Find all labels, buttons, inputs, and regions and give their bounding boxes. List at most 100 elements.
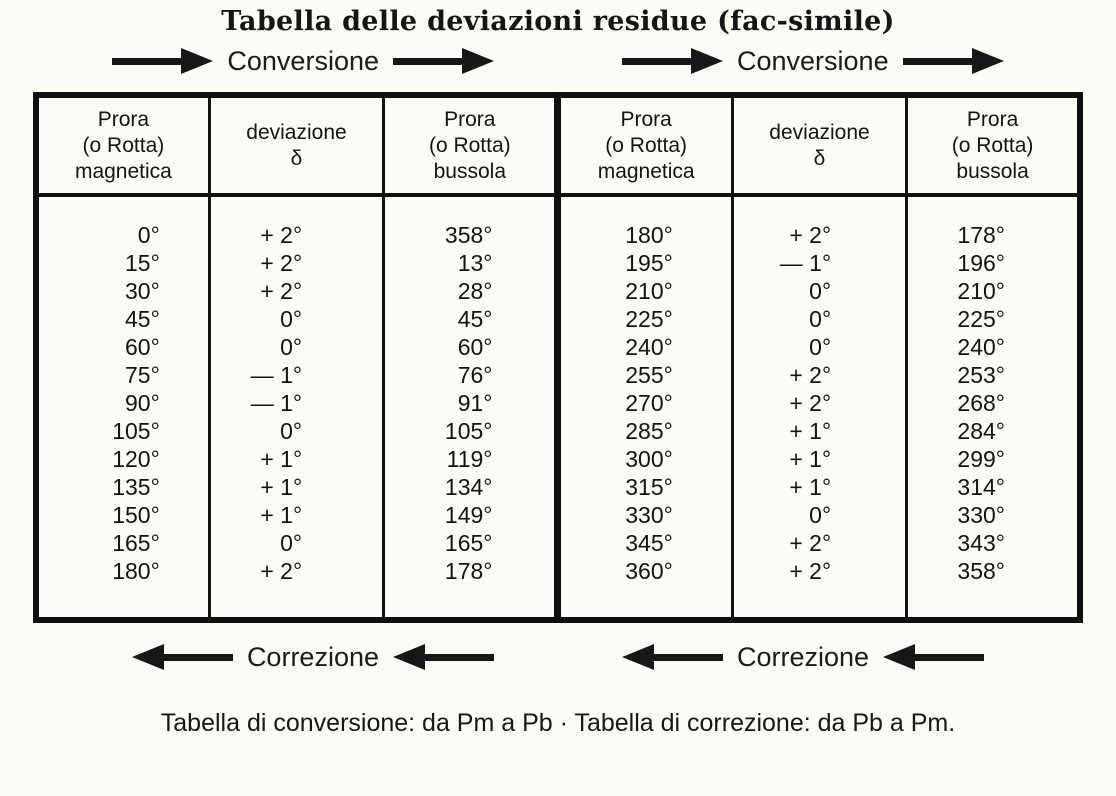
cell-deviazione: — 1° [207, 389, 384, 417]
header-line: bussola [433, 159, 506, 183]
arrow-head [691, 48, 723, 74]
cell-prora-bussola: 196° [905, 249, 1080, 277]
cell-deviazione: + 1° [730, 417, 907, 445]
cell-deviazione: — 1° [730, 249, 907, 277]
cell-deviazione: + 1° [730, 445, 907, 473]
cell-deviazione: 0° [730, 305, 907, 333]
cell-prora-bussola: 314° [905, 473, 1080, 501]
table-row: 60° 0° 60° 240° 0° 240° [36, 333, 1080, 361]
cell-prora-bussola: 253° [905, 361, 1080, 389]
cell-prora-magnetica: 90° [125, 390, 160, 416]
cell-deviazione: + 1° [207, 473, 384, 501]
cell-prora-magnetica: 0° [137, 222, 160, 248]
header-line: Prora [444, 107, 496, 131]
table-row: 30° + 2° 28° 210° 0° 210° [36, 277, 1080, 305]
correzione-group-right: Correzione [622, 642, 985, 673]
arrow-head [883, 644, 916, 670]
cell-deviazione: + 1° [207, 501, 384, 529]
table-row: 150° + 1° 149° 330° 0° 330° [36, 501, 1080, 529]
header-line: magnetica [74, 159, 172, 183]
arrow-bar [112, 57, 183, 65]
arrow-head [131, 644, 164, 670]
cell-prora-bussola: 178° [382, 557, 558, 620]
cell-deviazione: + 2° [207, 557, 384, 620]
cell-prora-bussola: 28° [382, 277, 558, 305]
cell-prora-magnetica: 240° [554, 333, 733, 361]
header-row: Prora (o Rotta) magnetica deviazione δ P… [36, 95, 1080, 197]
conversione-group-right: Conversione [622, 46, 1004, 77]
header-prora-bussola: Prora (o Rotta) bussola [905, 95, 1080, 197]
cell-prora-magnetica: 135° [112, 474, 160, 500]
table-row: 105° 0° 105° 285° + 1° 284° [36, 417, 1080, 445]
cell-prora-bussola: 60° [382, 333, 558, 361]
cell-prora-magnetica: 150° [112, 502, 160, 528]
cell-prora-magnetica: 195° [554, 249, 733, 277]
arrow-bar [902, 57, 973, 65]
cell-prora-bussola: 268° [905, 389, 1080, 417]
header-line: deviazione [246, 120, 347, 144]
cell-deviazione: 0° [730, 501, 907, 529]
table-row: 135° + 1° 134° 315° + 1° 314° [36, 473, 1080, 501]
arrow-bar [424, 653, 494, 661]
conversione-label: Conversione [737, 45, 889, 76]
cell-prora-bussola: 149° [382, 501, 558, 529]
conversione-group-left: Conversione [112, 46, 494, 77]
conversione-row: Conversione Conversione [0, 43, 1116, 79]
cell-prora-bussola: 134° [382, 473, 558, 501]
arrow-bar [653, 653, 723, 661]
cell-prora-magnetica: 270° [554, 389, 733, 417]
table-row: 75° — 1° 76° 255° + 2° 253° [36, 361, 1080, 389]
left-arrow-icon [883, 644, 985, 670]
cell-deviazione: + 2° [730, 529, 907, 557]
table-row: 90° — 1° 91° 270° + 2° 268° [36, 389, 1080, 417]
cell-prora-bussola: 299° [905, 445, 1080, 473]
arrow-bar [393, 57, 463, 65]
header-line: deviazione [769, 120, 870, 144]
header-line: (o Rotta) [605, 133, 687, 157]
cell-prora-bussola: 76° [382, 361, 558, 389]
table-row: 15° + 2° 13° 195° — 1° 196° [36, 249, 1080, 277]
cell-prora-bussola: 240° [905, 333, 1080, 361]
header-line: Prora [620, 107, 672, 131]
right-arrow-icon [622, 48, 723, 74]
header-deviazione: deviazione δ [207, 95, 384, 197]
header-line: (o Rotta) [82, 133, 165, 157]
left-arrow-icon [393, 644, 494, 670]
cell-prora-magnetica: 345° [554, 529, 733, 557]
header-line: δ [813, 146, 826, 170]
table-row: 0° + 2° 358° 180° + 2° 178° [36, 195, 1080, 249]
cell-prora-bussola: 330° [905, 501, 1080, 529]
header-line: (o Rotta) [428, 133, 511, 157]
cell-prora-magnetica: 225° [554, 305, 733, 333]
cell-prora-bussola: 210° [905, 277, 1080, 305]
cell-deviazione: + 2° [730, 557, 907, 620]
arrow-head [622, 644, 654, 670]
conversione-label: Conversione [227, 45, 379, 76]
cell-prora-bussola: 165° [382, 529, 558, 557]
header-prora-magnetica: Prora (o Rotta) magnetica [554, 95, 733, 197]
table-row: 180° + 2° 178° 360° + 2° 358° [36, 557, 1080, 620]
cell-deviazione: + 1° [730, 473, 907, 501]
cell-deviazione: + 2° [730, 389, 907, 417]
cell-prora-bussola: 13° [382, 249, 558, 277]
header-line: Prora [97, 107, 150, 131]
header-line: Prora [966, 107, 1019, 131]
cell-prora-magnetica: 45° [125, 306, 160, 332]
cell-deviazione: 0° [730, 277, 907, 305]
cell-prora-bussola: 119° [382, 445, 558, 473]
cell-deviazione: + 2° [207, 195, 384, 249]
cell-prora-magnetica: 75° [125, 362, 160, 388]
header-line: bussola [956, 159, 1029, 183]
cell-deviazione: + 2° [207, 249, 384, 277]
cell-prora-bussola: 225° [905, 305, 1080, 333]
arrow-head [393, 644, 425, 670]
cell-prora-bussola: 358° [382, 195, 558, 249]
table-row: 45° 0° 45° 225° 0° 225° [36, 305, 1080, 333]
cell-prora-bussola: 178° [905, 195, 1080, 249]
cell-prora-magnetica: 285° [554, 417, 733, 445]
cell-deviazione: + 2° [730, 361, 907, 389]
correzione-label: Correzione [246, 641, 379, 672]
table-row: 165° 0° 165° 345° + 2° 343° [36, 529, 1080, 557]
cell-prora-magnetica: 180° [112, 558, 160, 584]
cell-deviazione: 0° [207, 305, 384, 333]
